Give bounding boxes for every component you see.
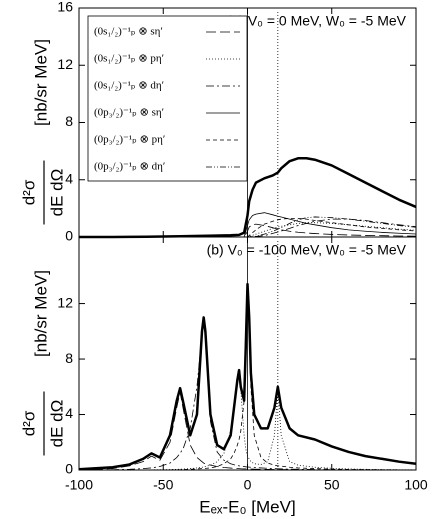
- series-line: [78, 322, 416, 471]
- plot-frame: [78, 236, 417, 471]
- y-tick-label: 0: [65, 228, 73, 244]
- series-line: [79, 289, 416, 471]
- legend-label: (0p₃/₂)⁻¹ₚ ⊗ sη′: [94, 107, 164, 119]
- x-label: Eₑₓ-E₀ [MeV]: [199, 497, 295, 516]
- y-tick-label: 4: [65, 170, 73, 186]
- y-label-numerator: d²σ: [19, 179, 38, 205]
- y-tick-label: 8: [65, 350, 73, 366]
- y-label-unit: [nb/sr MeV]: [31, 270, 50, 357]
- x-tick-label: -100: [65, 477, 93, 493]
- y-label-fraction: d²σ dE dΩ: [19, 160, 66, 225]
- x-tick-label: 50: [324, 477, 340, 493]
- y-tick-label: 16: [57, 0, 73, 15]
- panel-title: (b) V₀ = -100 MeV, W₀ = -5 MeV: [207, 242, 407, 258]
- x-tick-label: -50: [153, 477, 173, 493]
- x-tick-label: 100: [404, 477, 428, 493]
- legend-box: [87, 15, 248, 182]
- y-tick-label: 12: [57, 56, 73, 72]
- y-tick-label: 8: [65, 113, 73, 129]
- legend-label: (0p₃/₂)⁻¹ₚ ⊗ pη′: [94, 134, 165, 146]
- legend-label: (0s₁/₂)⁻¹ₚ ⊗ pη′: [94, 53, 164, 65]
- panel-title: (a) V₀ = 0 MeV, W₀ = -5 MeV: [227, 13, 407, 29]
- x-tick-label: 0: [244, 477, 252, 493]
- series-line: [78, 282, 417, 471]
- y-label-numerator: d²σ: [19, 410, 38, 436]
- series-line: [79, 157, 417, 239]
- y-label-unit: [nb/sr MeV]: [31, 39, 50, 126]
- y-tick-label: 12: [57, 294, 73, 310]
- y-tick-label: 0: [65, 461, 73, 477]
- y-label-fraction: d²σ dE dΩ: [19, 391, 66, 456]
- y-label-unit-text: [nb/sr MeV]: [31, 270, 50, 357]
- legend-label: (0s₁/₂)⁻¹ₚ ⊗ dη′: [94, 80, 164, 92]
- series-line: [79, 223, 417, 238]
- y-label-denominator: dE dΩ: [47, 400, 66, 448]
- y-label-denominator: dE dΩ: [47, 169, 66, 217]
- y-tick-label: 4: [65, 405, 73, 421]
- legend-label: (0s₁/₂)⁻¹ₚ ⊗ sη′: [94, 26, 163, 38]
- y-label-unit-text: [nb/sr MeV]: [31, 39, 50, 126]
- legend-label: (0p₃/₂)⁻¹ₚ ⊗ dη′: [94, 161, 165, 173]
